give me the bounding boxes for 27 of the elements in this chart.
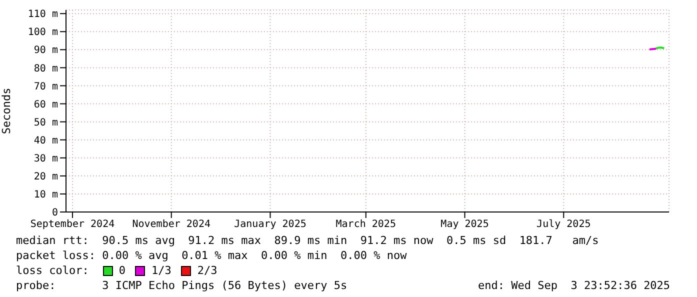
y-tick-label: 100 m [28, 27, 58, 38]
x-tick-label: September 2024 [30, 219, 115, 230]
y-axis-title: Seconds [0, 88, 13, 134]
text: median rtt: 90.5 ms avg 91.2 ms max 89.9 ms min 91.2 ms now 0.5 ms sd 181.7 am/s [16, 234, 599, 247]
y-tick-label: 70 m [34, 81, 58, 92]
legend-label: 1/3 [151, 264, 172, 277]
y-tick-label: 90 m [34, 45, 58, 56]
x-tick-label: January 2025 [234, 219, 306, 230]
y-tick-label: 40 m [34, 135, 58, 146]
y-tick-label: 20 m [34, 171, 58, 182]
y-tick-label: 50 m [34, 117, 58, 128]
y-tick-label: 10 m [34, 190, 58, 201]
legend-label: 2/3 [197, 264, 218, 277]
legend-label: 0 [118, 264, 126, 277]
y-tick-label: 30 m [34, 153, 58, 164]
y-tick-label: 60 m [34, 99, 58, 110]
x-tick-label: May 2025 [440, 219, 489, 230]
x-tick-label: March 2025 [336, 219, 396, 230]
text: packet loss: 0.00 % avg 0.01 % max 0.00 % min 0.00 % now [16, 249, 407, 262]
y-tick-label: 110 m [28, 9, 58, 20]
x-tick-label: November 2024 [132, 219, 211, 230]
text: end: Wed Sep 3 23:52:36 2025 [478, 279, 670, 292]
legend-title: loss color: [16, 264, 89, 277]
text: probe: 3 ICMP Echo Pings (56 Bytes) every 5s [16, 279, 348, 292]
y-tick-label: 0 [52, 208, 58, 219]
y-tick-label: 80 m [34, 63, 58, 74]
x-tick-label: July 2025 [536, 219, 591, 230]
